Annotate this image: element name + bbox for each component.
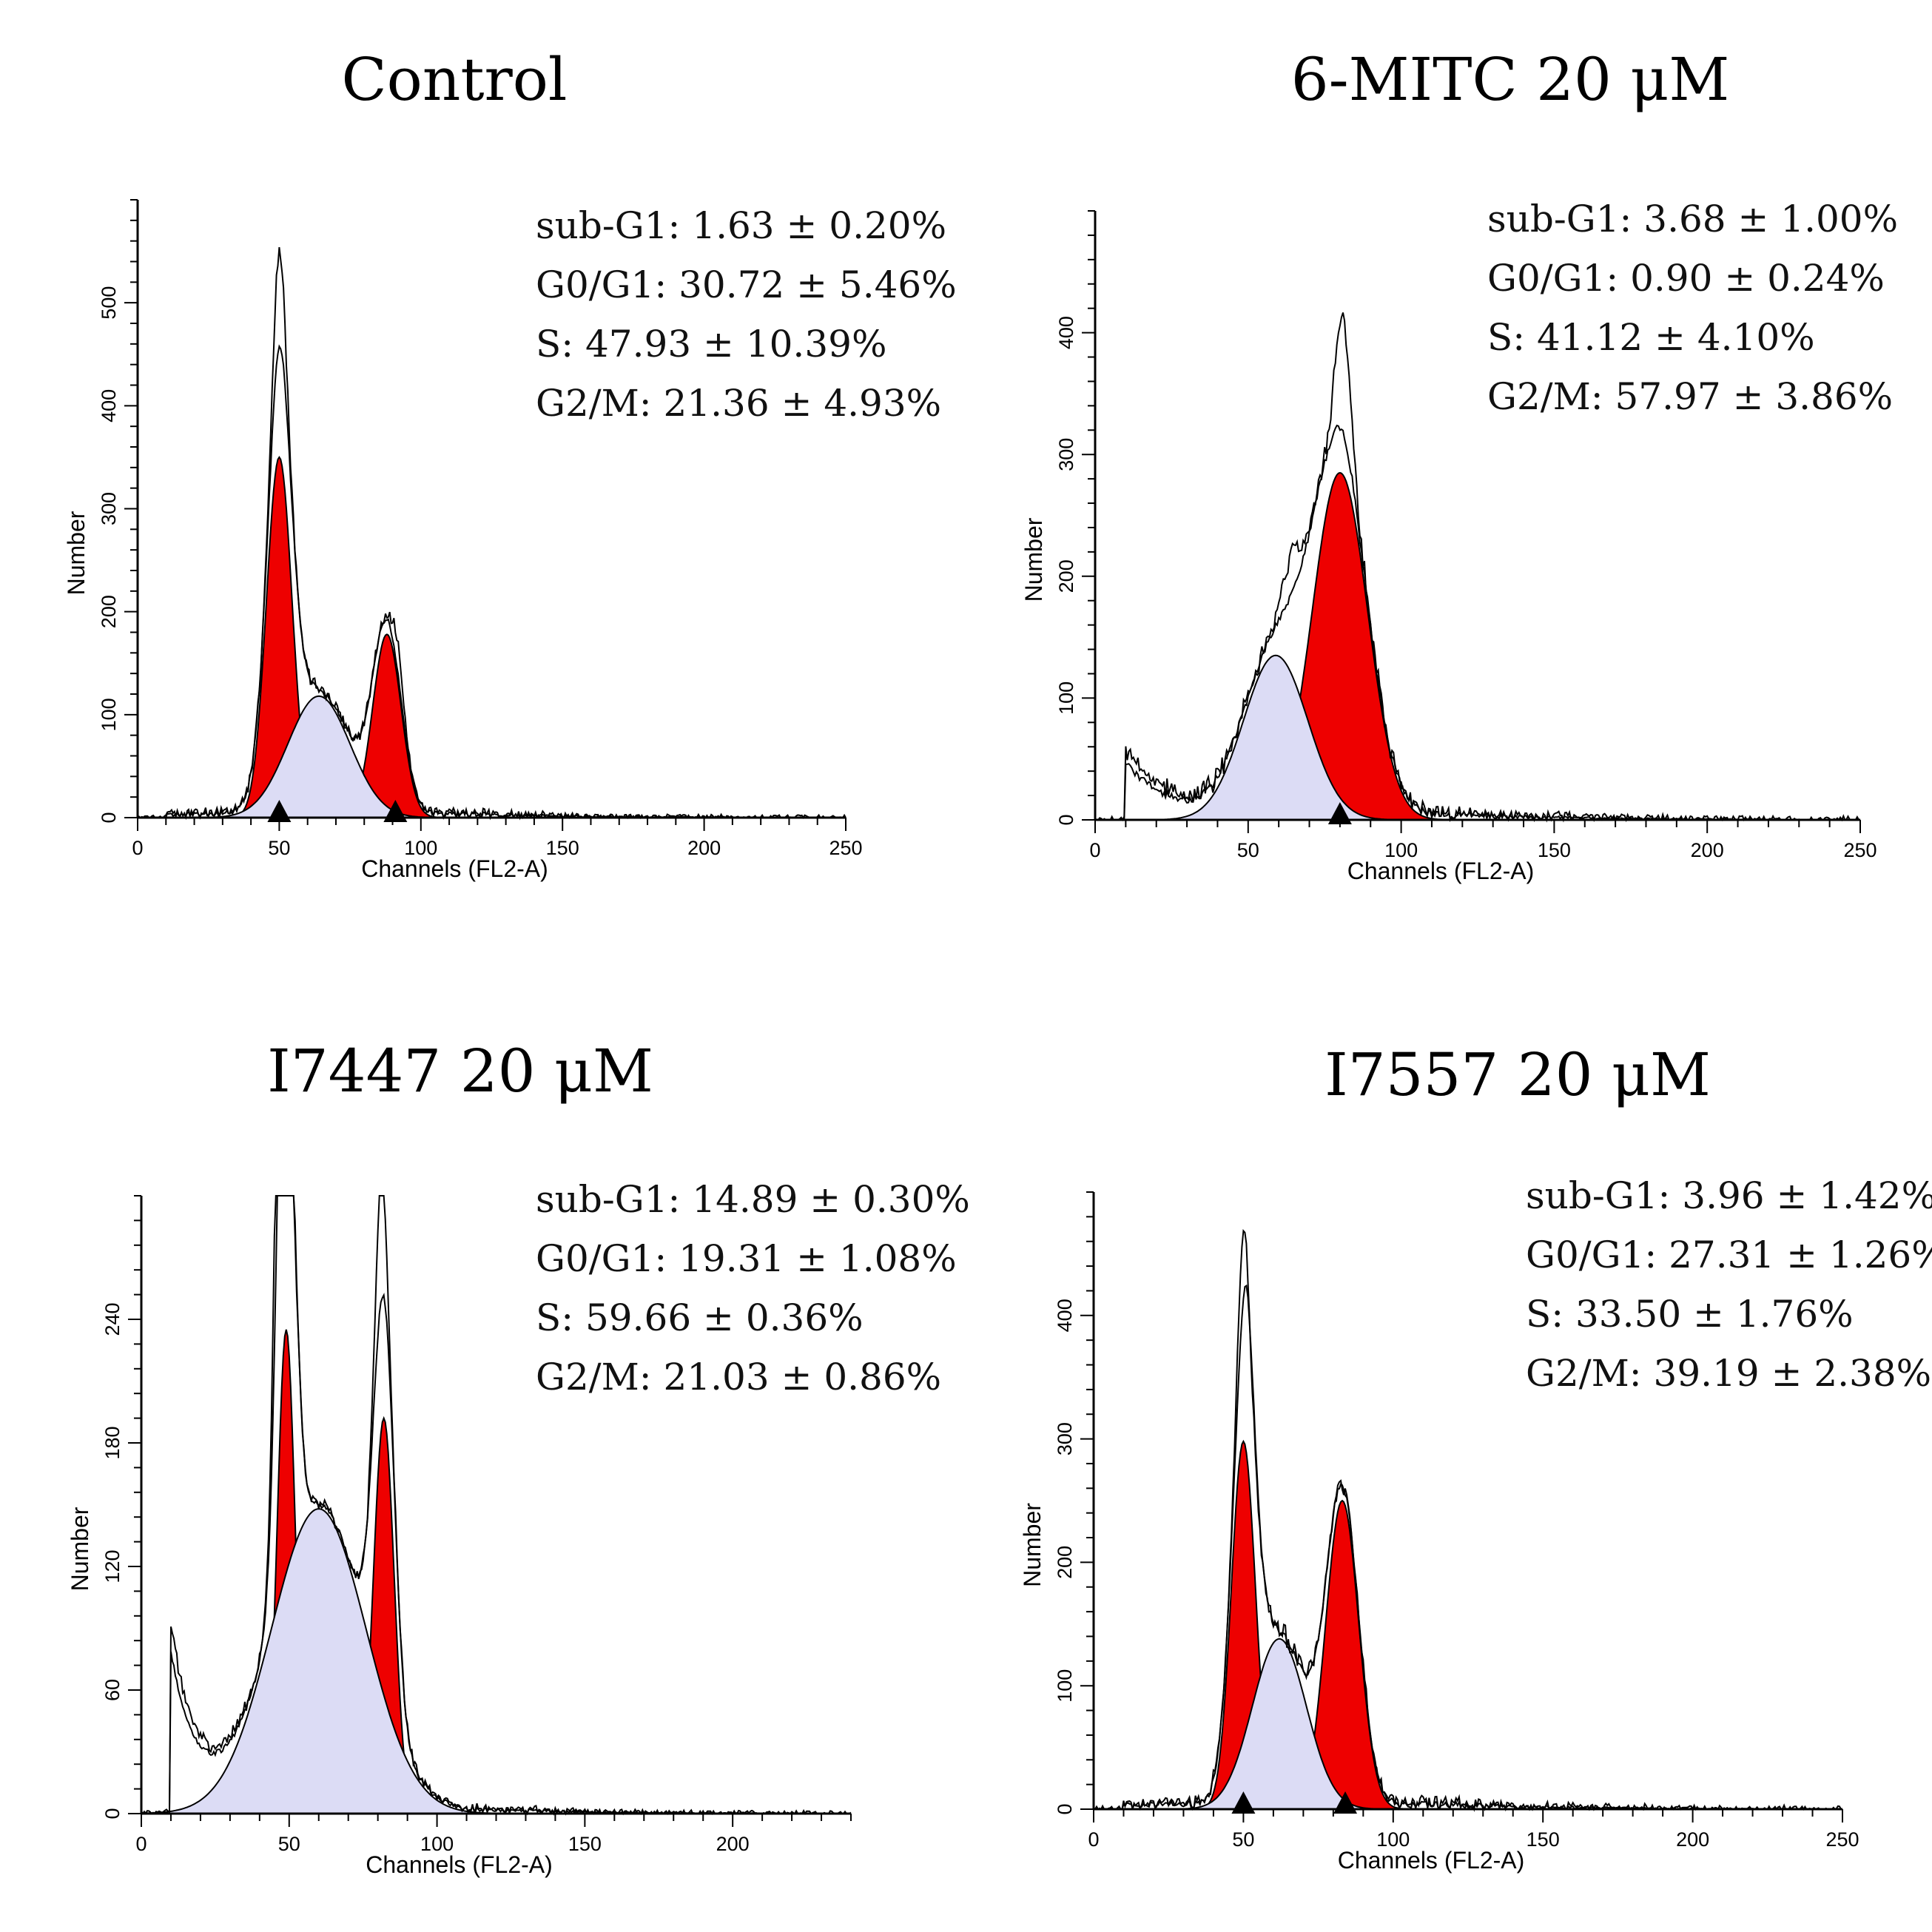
histogram-panel-1: 0 50 100 150 200 250 0 100 200 300 400 500 Channels … (63, 45, 957, 882)
y-tick-label: 0 (101, 1808, 124, 1819)
stat-line: S: 59.66 ± 0.36% (536, 1296, 864, 1339)
peak-marker (267, 800, 292, 822)
x-tick-label: 50 (278, 1833, 300, 1855)
x-tick-label: 200 (716, 1833, 750, 1855)
g2-m-peak-area (1095, 471, 1860, 821)
y-tick-label: 100 (1055, 681, 1077, 715)
stat-line: G0/G1: 19.31 ± 1.08% (536, 1237, 957, 1280)
y-tick-label: 400 (1055, 316, 1077, 349)
x-tick-label: 250 (1843, 839, 1877, 861)
panel-title: Control (341, 45, 567, 114)
stat-line: G2/M: 57.97 ± 3.86% (1487, 375, 1893, 418)
x-tick-label: 0 (135, 1833, 147, 1855)
g0-g1-peak-area (1094, 1439, 1842, 1810)
x-tick-label: 0 (1089, 839, 1100, 861)
stat-line: G0/G1: 27.31 ± 1.26% (1526, 1233, 1932, 1276)
x-tick-label: 100 (404, 837, 437, 859)
y-tick-label: 0 (1055, 814, 1077, 825)
panel-title: I7557 20 μM (1325, 1040, 1711, 1109)
g0-g1-peak-area (138, 456, 846, 818)
x-tick-label: 0 (132, 837, 143, 859)
y-tick-label: 180 (101, 1426, 124, 1459)
y-tick-label: 300 (1055, 438, 1077, 471)
fit-envelope-line (1095, 424, 1861, 821)
panel-title: 6-MITC 20 μM (1291, 45, 1730, 114)
x-tick-label: 150 (546, 837, 579, 859)
y-tick-label: 400 (98, 389, 120, 423)
y-tick-label: 200 (1055, 559, 1077, 593)
x-tick-label: 200 (1676, 1828, 1709, 1851)
y-tick-label: 0 (98, 812, 120, 823)
x-tick-label: 100 (1376, 1828, 1410, 1851)
s-phase-area (1094, 1638, 1842, 1810)
y-axis-title: Number (1019, 1503, 1046, 1587)
peak-marker (383, 800, 408, 822)
x-tick-label: 50 (1232, 1828, 1254, 1851)
y-tick-label: 200 (98, 595, 120, 628)
histogram-panel-3: 0 50 100 150 200 0 60 120 180 240 Channels (FL2-A)… (67, 1037, 970, 1878)
y-tick-label: 500 (98, 286, 120, 320)
x-tick-label: 200 (1691, 839, 1724, 861)
x-tick-label: 50 (268, 837, 290, 859)
stat-line: S: 33.50 ± 1.76% (1526, 1293, 1854, 1336)
stat-line: G2/M: 21.03 ± 0.86% (536, 1356, 941, 1398)
s-phase-area (141, 1508, 851, 1814)
y-tick-label: 200 (1054, 1546, 1076, 1579)
x-tick-label: 250 (1825, 1828, 1859, 1851)
x-tick-label: 150 (568, 1833, 602, 1855)
y-tick-label: 60 (101, 1679, 124, 1701)
x-axis-title: Channels (FL2-A) (1338, 1847, 1525, 1874)
x-tick-label: 50 (1237, 839, 1259, 861)
stat-line: S: 41.12 ± 4.10% (1487, 316, 1815, 359)
raw-histogram-line (137, 246, 846, 821)
peak-marker (1231, 1791, 1256, 1814)
peak-marker (1327, 802, 1352, 824)
stat-line: S: 47.93 ± 10.39% (536, 323, 886, 366)
raw-histogram-line (1095, 312, 1861, 823)
y-tick-label: 0 (1054, 1803, 1076, 1814)
g2-m-peak-area (1094, 1499, 1842, 1810)
peak-marker (1333, 1791, 1358, 1814)
y-tick-label: 100 (1054, 1669, 1076, 1703)
s-phase-area (1095, 654, 1860, 821)
histogram-panel-2: 0 50 100 150 200 250 0 100 200 300 400 Channels (FL… (1020, 45, 1898, 884)
x-tick-label: 150 (1538, 839, 1571, 861)
x-tick-label: 200 (687, 837, 721, 859)
x-tick-label: 100 (1384, 839, 1418, 861)
x-tick-label: 100 (420, 1833, 454, 1855)
stat-line: G0/G1: 30.72 ± 5.46% (536, 263, 957, 306)
y-tick-label: 100 (98, 698, 120, 731)
stat-line: sub-G1: 14.89 ± 0.30% (536, 1178, 970, 1221)
y-tick-label: 400 (1054, 1299, 1076, 1332)
g2-m-peak-area (138, 633, 846, 818)
stat-line: sub-G1: 3.68 ± 1.00% (1487, 198, 1898, 240)
y-tick-label: 120 (101, 1549, 124, 1583)
y-tick-label: 300 (1054, 1422, 1076, 1455)
stat-line: G0/G1: 0.90 ± 0.24% (1487, 257, 1885, 300)
histogram-panel-4: 0 50 100 150 200 250 0 100 200 300 400 Channels (FL… (1019, 1040, 1932, 1874)
x-tick-label: 0 (1088, 1828, 1099, 1851)
stat-line: G2/M: 39.19 ± 2.38% (1526, 1352, 1931, 1395)
panel-title: I7447 20 μM (267, 1037, 653, 1105)
stat-line: G2/M: 21.36 ± 4.93% (536, 382, 941, 425)
stat-line: sub-G1: 3.96 ± 1.42% (1526, 1174, 1932, 1217)
x-axis-title: Channels (FL2-A) (1347, 858, 1535, 884)
y-tick-label: 240 (101, 1302, 124, 1336)
y-axis-title: Number (63, 511, 90, 595)
y-axis-title: Number (67, 1507, 93, 1591)
x-tick-label: 150 (1527, 1828, 1560, 1851)
x-axis-title: Channels (FL2-A) (366, 1851, 553, 1878)
y-axis-title: Number (1020, 517, 1047, 602)
stat-line: sub-G1: 1.63 ± 0.20% (536, 204, 946, 247)
y-tick-label: 300 (98, 492, 120, 525)
x-axis-title: Channels (FL2-A) (361, 855, 548, 882)
x-tick-label: 250 (829, 837, 862, 859)
